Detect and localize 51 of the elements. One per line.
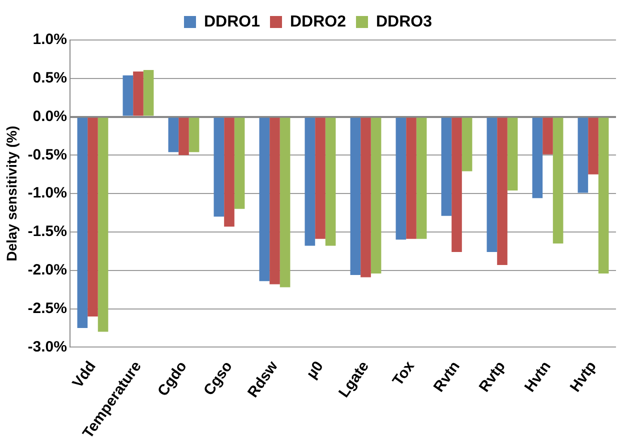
y-tick-label: 0.5% (32, 70, 67, 87)
y-tick-label: 0.0% (32, 108, 67, 125)
bar (396, 118, 406, 240)
bar (598, 118, 609, 274)
bar (304, 118, 316, 246)
bar (452, 118, 462, 252)
y-tick-label: -3.0% (28, 338, 67, 356)
legend-label: DDRO2 (290, 13, 346, 30)
legend-label: DDRO1 (204, 13, 260, 30)
bar (325, 118, 336, 246)
bar (270, 118, 280, 284)
y-tick-label: 1.0% (32, 31, 67, 48)
y-axis-title: Delay sensitivity (%) (3, 126, 20, 262)
bar (406, 118, 416, 239)
bar (588, 118, 598, 174)
y-tick-label: -1.0% (28, 184, 67, 202)
bar (224, 118, 234, 227)
y-tick-label: -1.5% (28, 223, 67, 240)
x-tick-label: Tox (389, 358, 418, 389)
bar (578, 118, 588, 193)
bar (441, 118, 452, 216)
bar (143, 70, 154, 116)
bar (168, 118, 179, 152)
y-tick-label: -2.0% (28, 262, 67, 279)
bar (416, 118, 427, 239)
bar (234, 118, 245, 209)
y-tick-label: -0.5% (28, 146, 67, 164)
bar (486, 118, 498, 252)
bar (214, 118, 224, 217)
bar (552, 118, 564, 244)
bar (532, 118, 543, 198)
bar (507, 118, 518, 191)
x-tick-label: µ0 (303, 358, 327, 382)
legend-label: DDRO3 (376, 13, 432, 30)
bar (178, 118, 189, 156)
bar (98, 118, 108, 332)
bar (122, 75, 134, 116)
bar (360, 118, 371, 278)
bar (188, 118, 200, 152)
y-tick-label: -2.5% (28, 300, 67, 317)
bar (133, 71, 144, 116)
bar (315, 118, 326, 239)
bar (77, 118, 88, 328)
bar (88, 118, 98, 316)
bar (280, 118, 290, 288)
bar (497, 118, 508, 265)
bar (259, 118, 270, 282)
bar (370, 118, 382, 274)
bar (462, 118, 472, 172)
bar (542, 118, 553, 154)
bar (350, 118, 361, 275)
